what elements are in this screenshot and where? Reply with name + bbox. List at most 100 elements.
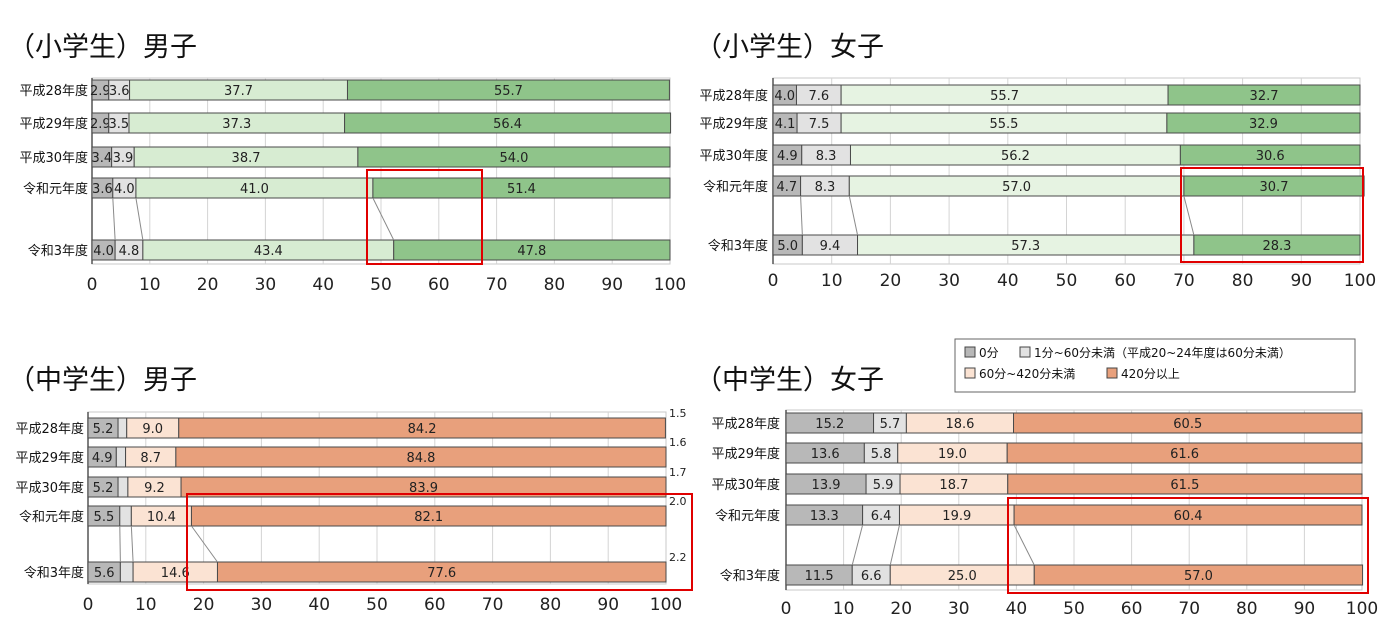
legend: 0分 1分~60分未満（平成20~24年度は60分未満） 60分~420分未満 420… — [954, 338, 1356, 393]
chart-panel-3: （中学生）男子 0 10 20 30 40 50 60 70 80 90 100 平成28年度 5.2 9.… — [8, 365, 693, 615]
x-tick-label: 70 — [1173, 271, 1195, 291]
data-label: 84.2 — [408, 422, 437, 437]
chart-panel-2: （小学生）女子 0 10 20 30 40 50 60 70 80 90 100 平成28年度 4.0 7.… — [695, 32, 1376, 291]
data-label: 6.6 — [861, 569, 882, 584]
bar-segment-s2 — [117, 417, 128, 439]
data-label: 7.5 — [809, 117, 830, 132]
x-tick-label: 40 — [997, 271, 1019, 291]
data-label: 6.4 — [871, 509, 892, 524]
category-label: 平成29年度 — [15, 450, 84, 466]
data-label: 13.9 — [812, 478, 841, 493]
legend-swatch — [964, 346, 976, 358]
data-label: 3.4 — [91, 151, 112, 166]
data-label: 8.7 — [140, 451, 161, 466]
bar-segment-s4 — [175, 446, 667, 468]
outside-data-label: 1.6 — [669, 436, 687, 449]
legend-swatch — [1106, 367, 1118, 379]
legend-label: 0分 — [979, 346, 999, 360]
bar-segment-s4 — [1007, 473, 1363, 495]
category-label: 平成30年度 — [699, 148, 768, 164]
data-label: 37.7 — [224, 84, 253, 99]
chart-title: （中学生）男子 — [8, 365, 197, 396]
bar-segment-s4 — [1179, 144, 1361, 166]
bar-segment-s4 — [1013, 504, 1363, 526]
category-label: 平成29年度 — [711, 446, 780, 462]
bar-segment-s4 — [178, 417, 666, 439]
outside-data-label: 2.0 — [669, 495, 687, 508]
data-label: 56.4 — [493, 117, 522, 132]
x-tick-label: 10 — [135, 595, 157, 615]
data-label: 84.8 — [406, 451, 435, 466]
x-tick-label: 20 — [890, 599, 912, 619]
data-label: 4.0 — [93, 244, 114, 259]
bar-segment-s2 — [119, 505, 132, 527]
bar-segment-s4 — [190, 505, 667, 527]
data-label: 4.7 — [776, 180, 797, 195]
data-label: 25.0 — [948, 569, 977, 584]
category-label: 令和3年度 — [708, 238, 768, 254]
data-label: 51.4 — [507, 182, 536, 197]
outside-data-label: 1.5 — [669, 407, 687, 420]
series-connector — [130, 525, 134, 563]
category-label: 平成30年度 — [15, 480, 84, 496]
x-tick-label: 90 — [601, 275, 623, 295]
legend-label: 420分以上 — [1121, 367, 1180, 381]
category-label: 令和3年度 — [720, 568, 780, 584]
x-tick-label: 100 — [1344, 271, 1376, 291]
series-connector — [191, 525, 218, 563]
data-label: 8.3 — [815, 180, 836, 195]
data-label: 41.0 — [240, 182, 269, 197]
data-label: 9.4 — [820, 239, 841, 254]
series-connector — [112, 197, 116, 241]
data-label: 4.8 — [119, 244, 140, 259]
highlight-box — [1180, 167, 1364, 263]
bar-segment-s4 — [344, 112, 672, 134]
series-connector — [135, 197, 144, 241]
x-tick-label: 50 — [1056, 271, 1078, 291]
data-label: 28.3 — [1262, 239, 1291, 254]
x-tick-label: 0 — [768, 271, 779, 291]
category-label: 平成29年度 — [19, 116, 88, 132]
data-label: 57.3 — [1011, 239, 1040, 254]
x-tick-label: 30 — [255, 275, 277, 295]
data-label: 5.7 — [880, 417, 901, 432]
data-label: 55.7 — [990, 89, 1019, 104]
data-label: 3.6 — [109, 84, 130, 99]
highlight-box — [186, 493, 693, 591]
highlight-box — [1007, 497, 1369, 594]
data-label: 61.5 — [1170, 478, 1199, 493]
x-tick-label: 30 — [938, 271, 960, 291]
highlight-box — [366, 169, 483, 265]
data-label: 32.7 — [1250, 89, 1279, 104]
data-label: 8.3 — [816, 149, 837, 164]
data-label: 11.5 — [805, 569, 834, 584]
category-label: 平成30年度 — [711, 477, 780, 493]
series-connector — [372, 197, 395, 241]
category-label: 令和元年度 — [23, 181, 88, 197]
bar-segment-s2 — [115, 446, 127, 468]
data-label: 38.7 — [232, 151, 261, 166]
category-label: 平成28年度 — [711, 416, 780, 432]
x-tick-label: 20 — [880, 271, 902, 291]
x-tick-label: 60 — [1121, 599, 1143, 619]
data-label: 60.4 — [1174, 509, 1203, 524]
series-connector — [1013, 524, 1035, 566]
data-label: 43.4 — [254, 244, 283, 259]
data-label: 32.9 — [1249, 117, 1278, 132]
bar-segment-s4 — [1013, 412, 1363, 434]
data-label: 57.0 — [1184, 569, 1213, 584]
series-connector — [889, 524, 900, 566]
data-label: 5.6 — [94, 566, 115, 581]
x-tick-label: 70 — [482, 595, 504, 615]
category-label: 平成30年度 — [19, 150, 88, 166]
data-label: 19.0 — [938, 447, 967, 462]
bar-segment-s4 — [357, 146, 671, 168]
data-label: 5.2 — [93, 481, 114, 496]
x-tick-label: 0 — [87, 275, 98, 295]
bar-segment-s2 — [117, 476, 129, 498]
x-tick-label: 40 — [308, 595, 330, 615]
data-label: 54.0 — [499, 151, 528, 166]
data-label: 57.0 — [1002, 180, 1031, 195]
category-label: 平成28年度 — [15, 421, 84, 437]
x-tick-label: 60 — [424, 595, 446, 615]
